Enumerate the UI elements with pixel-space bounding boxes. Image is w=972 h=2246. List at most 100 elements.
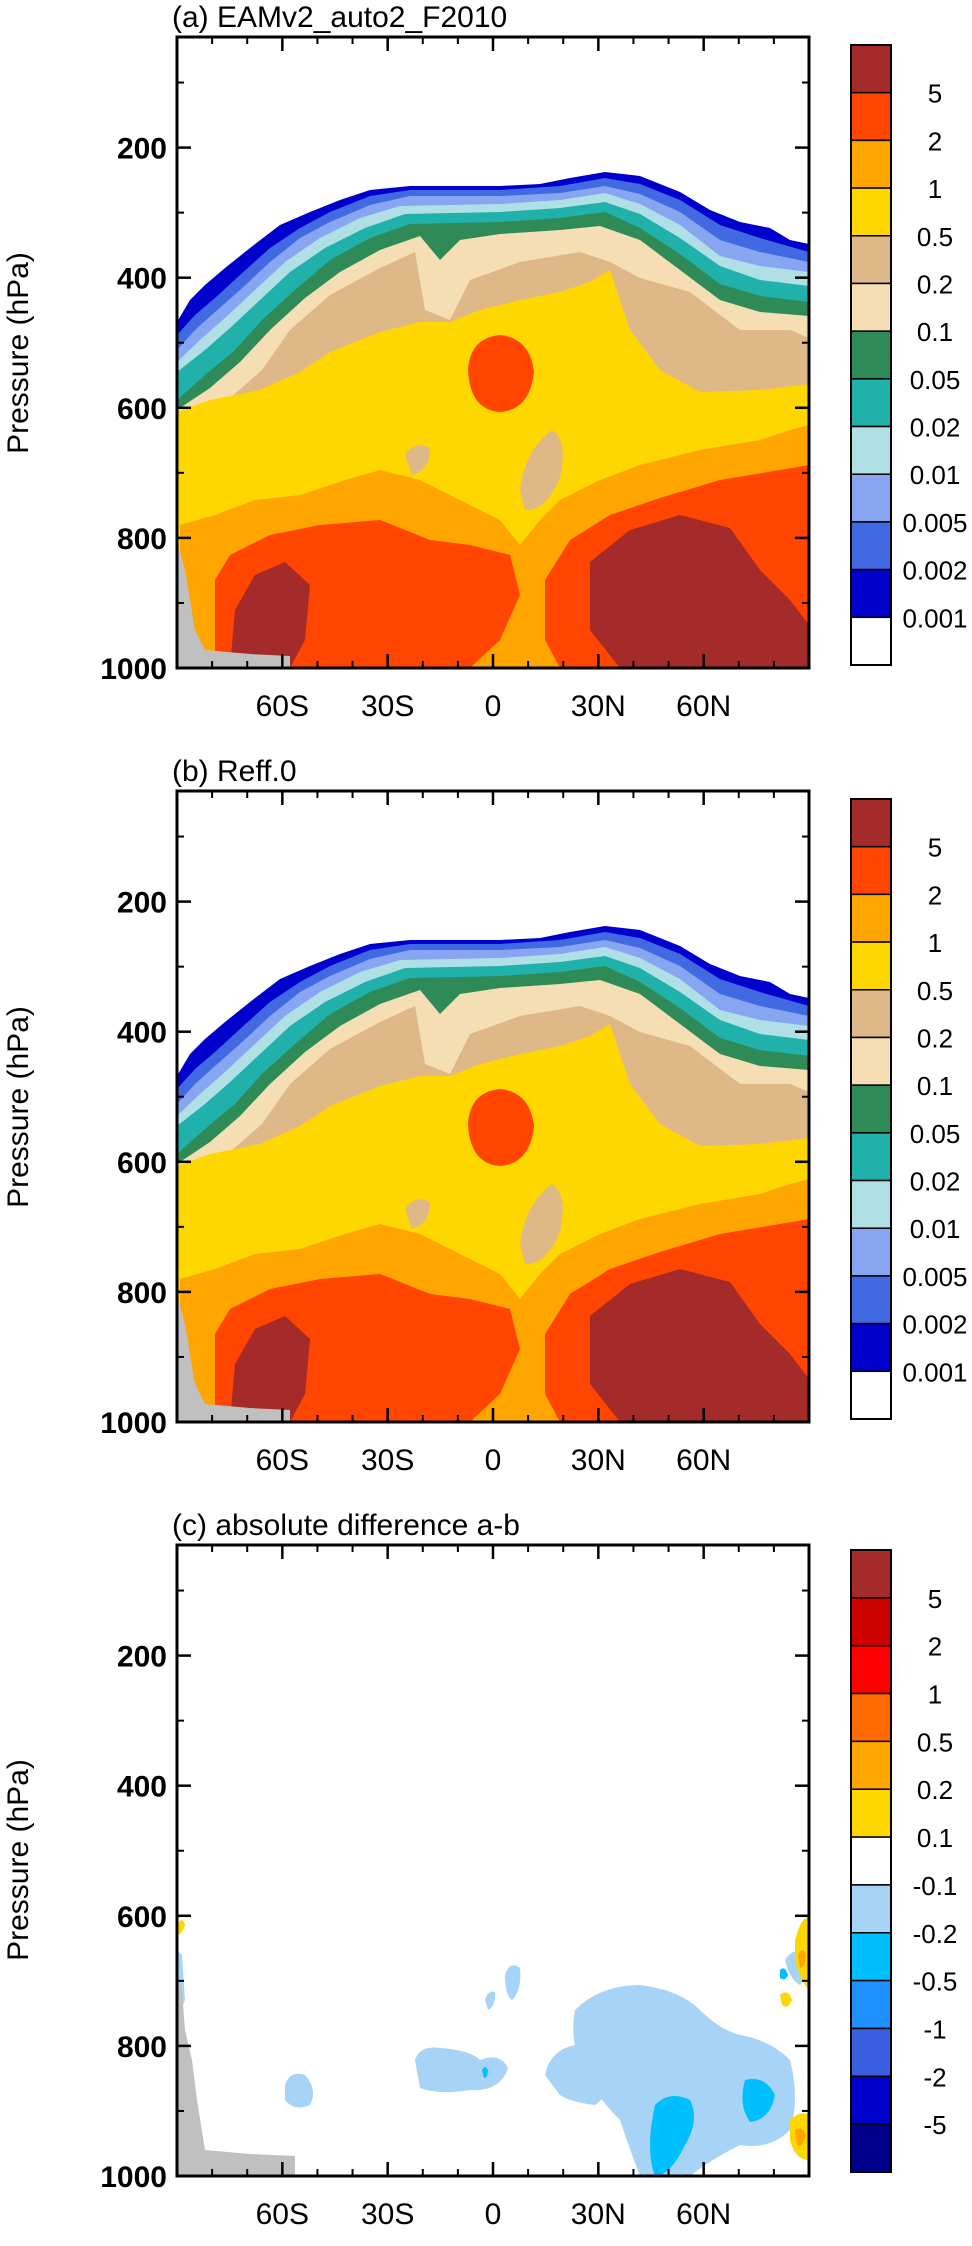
panel-c-field	[177, 1545, 809, 2176]
panel-a-colorbar: 5 2 1 0.5 0.2 0.1 0.05 0.02 0.01 0.005 0.002 0.001	[850, 44, 968, 666]
colorbar-label: -0.1	[913, 1871, 958, 1901]
colorbar-frame	[850, 1549, 892, 2173]
colorbar-label: 0.05	[910, 1119, 961, 1149]
y-tick-label: 400	[117, 1017, 167, 1050]
colorbar-swatch	[850, 378, 892, 428]
colorbar-label: 0.5	[917, 1727, 953, 1757]
colorbar-swatch	[850, 568, 892, 619]
colorbar-swatch	[850, 2123, 892, 2173]
colorbar-swatch	[850, 1788, 892, 1838]
colorbar-label: 0.2	[917, 1023, 953, 1053]
colorbar-label: 0.1	[917, 317, 953, 347]
colorbar-swatch	[850, 1275, 892, 1325]
x-tick-label: 30S	[361, 1444, 414, 1477]
x-tick-label: 0	[485, 690, 502, 723]
panel-b-title: (b) Reff.0	[172, 755, 297, 788]
colorbar-label: 2	[928, 126, 942, 156]
colorbar-swatch	[850, 1549, 892, 1599]
panel-a-axes: 200 400 600 800 1000 60S 30S 0 30N 60N	[100, 37, 809, 723]
colorbar-label: -0.2	[913, 1919, 958, 1949]
colorbar-swatch	[850, 893, 892, 943]
colorbar-label: -2	[923, 2062, 946, 2092]
panel-c: (c) absolute difference a-b	[2, 1509, 957, 2231]
colorbar-label: 5	[928, 833, 942, 863]
colorbar-swatch	[850, 1979, 892, 2030]
colorbar-label: 0.002	[902, 556, 967, 586]
colorbar-label: 0.05	[910, 365, 961, 395]
colorbar-label: 2	[928, 1632, 942, 1662]
colorbar-swatch	[850, 282, 892, 332]
y-tick-label: 200	[117, 133, 167, 166]
colorbar-label: 0.01	[910, 1214, 961, 1244]
panel-b-axes: 200 400 600 800 1000 60S 30S 0 30N 60N	[100, 791, 809, 1477]
y-tick-label: 200	[117, 887, 167, 920]
y-tick-label: 800	[117, 523, 167, 556]
colorbar-swatch	[850, 1132, 892, 1182]
colorbar-swatch	[850, 235, 892, 285]
y-tick-label: 400	[117, 1771, 167, 1804]
colorbar-swatch	[850, 1644, 892, 1695]
colorbar-frame	[850, 44, 892, 666]
colorbar-label: 0.002	[902, 1310, 967, 1340]
colorbar-label: 1	[928, 928, 942, 958]
colorbar-label: 0.02	[910, 1167, 961, 1197]
colorbar-label: 0.001	[902, 1357, 967, 1387]
colorbar-swatch	[850, 1884, 892, 1934]
colorbar-swatch	[850, 1836, 892, 1886]
panel-a-ylabel: Pressure (hPa)	[2, 252, 35, 454]
x-tick-label: 0	[485, 1444, 502, 1477]
colorbar-label: -5	[923, 2110, 946, 2140]
x-tick-label: 60N	[676, 690, 731, 723]
colorbar-swatch	[850, 1084, 892, 1134]
panel-a: (a) EAMv2_auto2_F2010 200 400 600 800 1000 60…	[2, 1, 968, 723]
x-tick-label: 60S	[256, 1444, 309, 1477]
colorbar-swatch	[850, 798, 892, 848]
colorbar-label: 0.02	[910, 413, 961, 443]
x-tick-label: 30N	[571, 2198, 626, 2231]
colorbar-label: 0.5	[917, 976, 953, 1006]
x-tick-label: 60N	[676, 2198, 731, 2231]
colorbar-label: 5	[928, 79, 942, 109]
x-tick-label: 60N	[676, 1444, 731, 1477]
colorbar-label: 0.001	[902, 603, 967, 633]
colorbar-swatch	[850, 989, 892, 1039]
colorbar-swatch	[850, 1932, 892, 1982]
colorbar-swatch	[850, 1597, 892, 1647]
x-tick-label: 0	[485, 2198, 502, 2231]
y-tick-label: 1000	[100, 1407, 167, 1440]
colorbar-label: 1	[928, 1680, 942, 1710]
colorbar-label: 0.005	[902, 508, 967, 538]
panel-c-axes: 200 400 600 800 1000 60S 30S 0 30N 60N	[100, 1545, 809, 2231]
colorbar-swatch	[850, 1692, 892, 1743]
colorbar-label: 0.1	[917, 1823, 953, 1853]
x-tick-label: 30N	[571, 1444, 626, 1477]
colorbar-swatch	[850, 1179, 892, 1229]
colorbar-swatch	[850, 2075, 892, 2125]
x-tick-label: 60S	[256, 690, 309, 723]
colorbar-label: 5	[928, 1584, 942, 1614]
panel-b: (b) Reff.0	[2, 755, 968, 1477]
y-tick-label: 800	[117, 2031, 167, 2064]
colorbar-swatch	[850, 1227, 892, 1277]
colorbar-swatch	[850, 330, 892, 380]
colorbar-swatch	[850, 941, 892, 991]
panel-b-ylabel: Pressure (hPa)	[2, 1006, 35, 1208]
colorbar-label: 0.5	[917, 222, 953, 252]
colorbar-label: 0.01	[910, 460, 961, 490]
colorbar-swatch	[850, 845, 892, 896]
colorbar-swatch	[850, 521, 892, 571]
colorbar-swatch	[850, 1370, 892, 1420]
colorbar-label: 0.005	[902, 1262, 967, 1292]
colorbar-swatch	[850, 91, 892, 142]
y-tick-label: 400	[117, 263, 167, 296]
colorbar-swatch	[850, 425, 892, 475]
colorbar-label: 0.1	[917, 1071, 953, 1101]
colorbar-label: 1	[928, 174, 942, 204]
colorbar-label: -1	[923, 2014, 946, 2044]
y-tick-label: 800	[117, 1277, 167, 1310]
colorbar-swatch	[850, 473, 892, 523]
x-tick-label: 60S	[256, 2198, 309, 2231]
x-tick-label: 30N	[571, 690, 626, 723]
colorbar-swatch	[850, 1322, 892, 1373]
